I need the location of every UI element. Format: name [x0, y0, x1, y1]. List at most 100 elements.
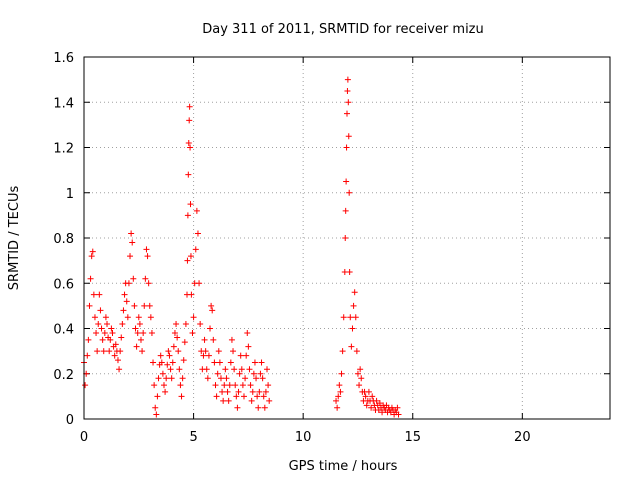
data-point — [215, 348, 222, 355]
data-point — [207, 325, 214, 332]
data-point — [124, 314, 131, 321]
data-point — [89, 248, 96, 255]
x-tick-label: 5 — [189, 430, 197, 445]
data-point — [235, 388, 242, 395]
data-point — [194, 230, 201, 237]
data-point — [97, 307, 104, 314]
y-tick-label: 0.8 — [53, 232, 74, 247]
data-point — [351, 289, 358, 296]
data-point — [247, 382, 254, 389]
data-point — [217, 375, 224, 382]
data-point — [84, 352, 91, 359]
data-point — [184, 212, 191, 219]
data-point — [193, 207, 200, 214]
data-point — [251, 359, 258, 366]
data-point — [261, 404, 268, 411]
data-point — [257, 370, 264, 377]
data-point — [127, 253, 134, 260]
data-point — [155, 375, 162, 382]
data-point — [159, 370, 166, 377]
data-point — [184, 257, 191, 264]
data-point — [208, 302, 215, 309]
data-point — [395, 411, 402, 418]
data-point — [210, 336, 217, 343]
data-point — [368, 404, 375, 411]
data-point — [369, 393, 376, 400]
data-point — [256, 388, 263, 395]
data-point — [200, 352, 207, 359]
data-point — [164, 361, 171, 368]
y-tick-label: 0.6 — [53, 277, 74, 292]
data-point — [346, 268, 353, 275]
data-point — [253, 375, 260, 382]
data-point — [249, 388, 256, 395]
data-point — [230, 348, 237, 355]
data-point — [87, 275, 94, 282]
data-point — [136, 320, 143, 327]
data-point — [226, 382, 233, 389]
data-point — [356, 382, 363, 389]
data-point — [225, 397, 232, 404]
data-point — [204, 375, 211, 382]
data-point — [334, 404, 341, 411]
data-point — [143, 246, 150, 253]
data-point — [358, 375, 365, 382]
y-tick-label: 1 — [66, 187, 74, 202]
x-tick-label: 20 — [514, 430, 531, 445]
data-point — [337, 388, 344, 395]
data-point — [108, 325, 115, 332]
data-point — [264, 366, 271, 373]
data-point — [142, 275, 149, 282]
data-point — [165, 348, 172, 355]
data-point — [112, 341, 119, 348]
data-point — [266, 397, 273, 404]
data-point — [140, 330, 147, 337]
data-point — [125, 280, 132, 287]
y-axis-label: SRMTID / TECUs — [7, 186, 22, 291]
data-point — [116, 366, 123, 373]
data-point — [187, 201, 194, 208]
data-point — [132, 325, 139, 332]
data-point — [119, 320, 126, 327]
y-tick-label: 1.4 — [53, 96, 74, 111]
data-point — [158, 359, 165, 366]
data-point — [163, 375, 170, 382]
data-point — [175, 348, 182, 355]
data-point — [139, 348, 146, 355]
data-point — [189, 330, 196, 337]
data-point — [131, 302, 138, 309]
data-point — [154, 393, 161, 400]
grid — [84, 57, 610, 419]
data-point — [352, 314, 359, 321]
data-point — [232, 382, 239, 389]
data-point — [197, 320, 204, 327]
data-point — [101, 330, 108, 337]
data-point — [192, 246, 199, 253]
data-point — [243, 352, 250, 359]
data-point — [344, 110, 350, 117]
data-point — [86, 302, 93, 309]
data-point — [238, 366, 245, 373]
data-point — [114, 357, 121, 364]
data-point — [255, 404, 262, 411]
data-point — [162, 388, 169, 395]
data-point — [91, 314, 98, 321]
data-point — [190, 314, 197, 321]
data-point — [174, 334, 181, 341]
data-point — [88, 253, 95, 260]
data-point — [237, 352, 244, 359]
data-point — [151, 382, 158, 389]
y-tick-label: 1.6 — [53, 51, 74, 66]
data-point — [93, 330, 100, 337]
data-point — [203, 366, 210, 373]
data-point — [95, 320, 102, 327]
data-point — [130, 275, 137, 282]
data-point — [216, 359, 223, 366]
data-point — [343, 144, 350, 151]
data-point — [219, 388, 226, 395]
data-point — [205, 352, 212, 359]
data-point — [340, 314, 347, 321]
data-point — [244, 330, 251, 337]
data-point — [353, 348, 360, 355]
